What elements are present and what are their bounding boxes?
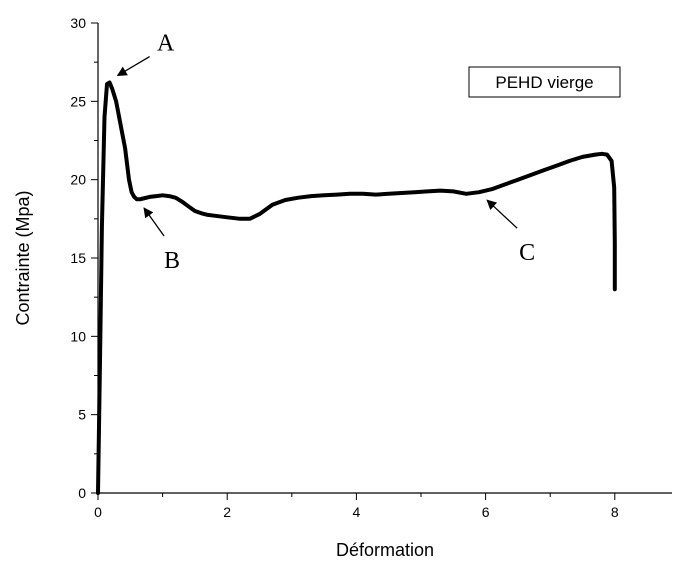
annotation-label-a: A	[157, 31, 175, 57]
x-tick-label: 4	[353, 504, 361, 520]
y-axis-title: Contrainte (Mpa)	[13, 190, 33, 325]
legend-box	[468, 66, 621, 98]
annotation-arrow-b	[143, 207, 165, 237]
y-tick-label: 5	[78, 407, 86, 423]
annotation-arrow-c	[486, 199, 518, 229]
x-axis-title: Déformation	[336, 540, 434, 560]
y-tick-label: 25	[70, 93, 86, 109]
legend: PEHD vierge	[468, 66, 621, 98]
y-tick-label: 10	[70, 328, 86, 344]
annotations: A B C	[116, 31, 535, 274]
y-tick-label: 20	[70, 172, 86, 188]
x-ticks: 0 2 4 6 8	[94, 493, 619, 520]
legend-entry: PEHD vierge	[495, 73, 593, 92]
axes: 0 2 4 6 8 0 5 10 15 20 25 30	[70, 15, 672, 520]
annotation-label-c: C	[519, 240, 535, 266]
y-tick-label: 30	[70, 15, 86, 31]
y-ticks: 0 5 10 15 20 25 30	[70, 15, 98, 501]
annotation-label-b: B	[164, 248, 180, 274]
x-tick-label: 8	[611, 504, 619, 520]
annotation-arrow-a	[116, 55, 150, 77]
y-tick-label: 15	[70, 250, 86, 266]
y-tick-label: 0	[78, 485, 86, 501]
x-tick-label: 6	[482, 504, 490, 520]
x-tick-label: 2	[223, 504, 231, 520]
series-line-pehd-vierge	[96, 80, 617, 495]
x-tick-label: 0	[94, 504, 102, 520]
